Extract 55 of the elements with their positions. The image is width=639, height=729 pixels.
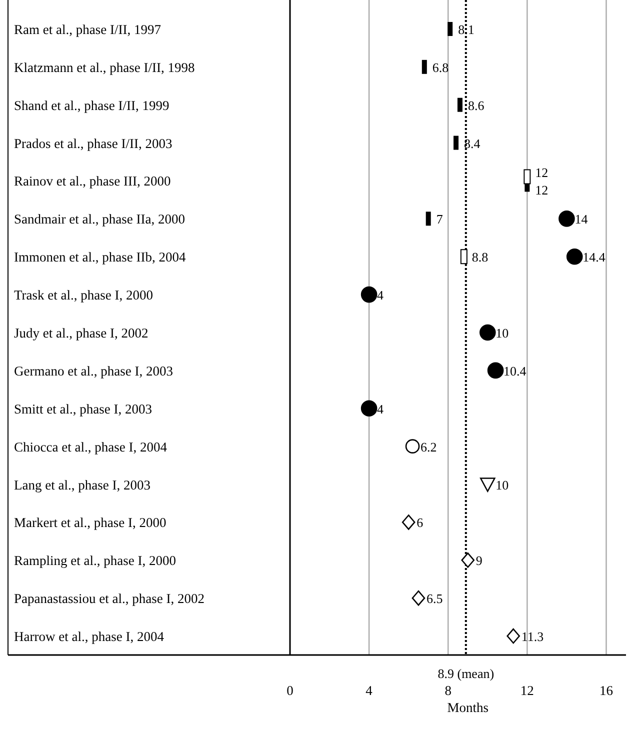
data-label: 4 — [377, 288, 384, 303]
y-tick-label: Smitt et al., phase I, 2003 — [14, 401, 152, 416]
data-label: 4 — [377, 401, 384, 416]
point — [412, 590, 426, 606]
y-tick-label: Chiocca et al., phase I, 2004 — [14, 439, 168, 454]
data-label: 8.1 — [458, 22, 474, 37]
data-label: 7 — [436, 212, 444, 227]
point — [566, 248, 583, 265]
y-tick-label: Judy et al., phase I, 2002 — [14, 326, 148, 340]
data-label: 14.4 — [582, 250, 606, 265]
point — [405, 439, 420, 454]
x-tick-label: 12 — [520, 683, 534, 698]
x-tick-label: 4 — [366, 683, 373, 698]
y-tick-label: Immonen et al., phase IIb, 2004 — [14, 250, 186, 265]
x-tick-label: 0 — [286, 683, 294, 698]
point — [506, 628, 520, 644]
point — [360, 400, 378, 417]
data-label: 10 — [496, 477, 509, 492]
data-label: 8.6 — [468, 98, 485, 113]
data-label: 11.3 — [521, 629, 544, 644]
data-label: 8.8 — [472, 250, 488, 265]
point — [480, 478, 496, 492]
y-tick-label: Lang et al., phase I, 2003 — [14, 477, 151, 492]
data-label: 14 — [574, 212, 588, 227]
y-tick-label: Trask et al., phase I, 2000 — [14, 288, 154, 303]
point — [479, 324, 496, 341]
data-label: 9 — [476, 553, 482, 568]
y-tick-label: Prados et al., phase I/II, 2003 — [14, 136, 172, 151]
y-tick-label: Shand et al., phase I/II, 1999 — [14, 98, 170, 113]
x-tick-label: 16 — [599, 683, 614, 698]
y-tick-label: Rainov et al., phase III, 2000 — [14, 174, 171, 189]
y-tick-label: Harrow et al., phase I, 2004 — [14, 629, 164, 644]
data-label: 10 — [496, 326, 509, 340]
y-tick-label: Klatzmann et al., phase I/II, 1998 — [14, 60, 195, 75]
ref-line-label: 8.9 (mean) — [438, 666, 494, 681]
y-tick-label: Ram et al., phase I/II, 1997 — [14, 22, 162, 37]
data-label: 6.8 — [432, 60, 449, 75]
y-tick-label: Sandmair et al., phase IIa, 2000 — [14, 212, 186, 227]
point — [461, 552, 475, 568]
x-axis-title: Months — [447, 700, 489, 715]
data-label: 12 — [535, 164, 548, 180]
y-tick-label: Papanastassiou et al., phase I, 2002 — [14, 591, 204, 606]
data-label: 6.2 — [420, 439, 437, 454]
point — [360, 286, 378, 303]
data-label: 10.4 — [504, 363, 527, 378]
y-tick-label: Markert et al., phase I, 2000 — [14, 515, 166, 530]
y-tick-label: Germano et al., phase I, 2003 — [14, 363, 174, 378]
x-tick-label: 8 — [444, 683, 452, 698]
point — [487, 362, 504, 379]
data-label: 6.5 — [426, 591, 443, 606]
y-tick-label: Rampling et al., phase I, 2000 — [14, 553, 176, 568]
point — [402, 514, 416, 530]
data-label: 12 — [535, 182, 548, 198]
data-label: 6 — [416, 515, 424, 530]
point — [558, 210, 575, 227]
